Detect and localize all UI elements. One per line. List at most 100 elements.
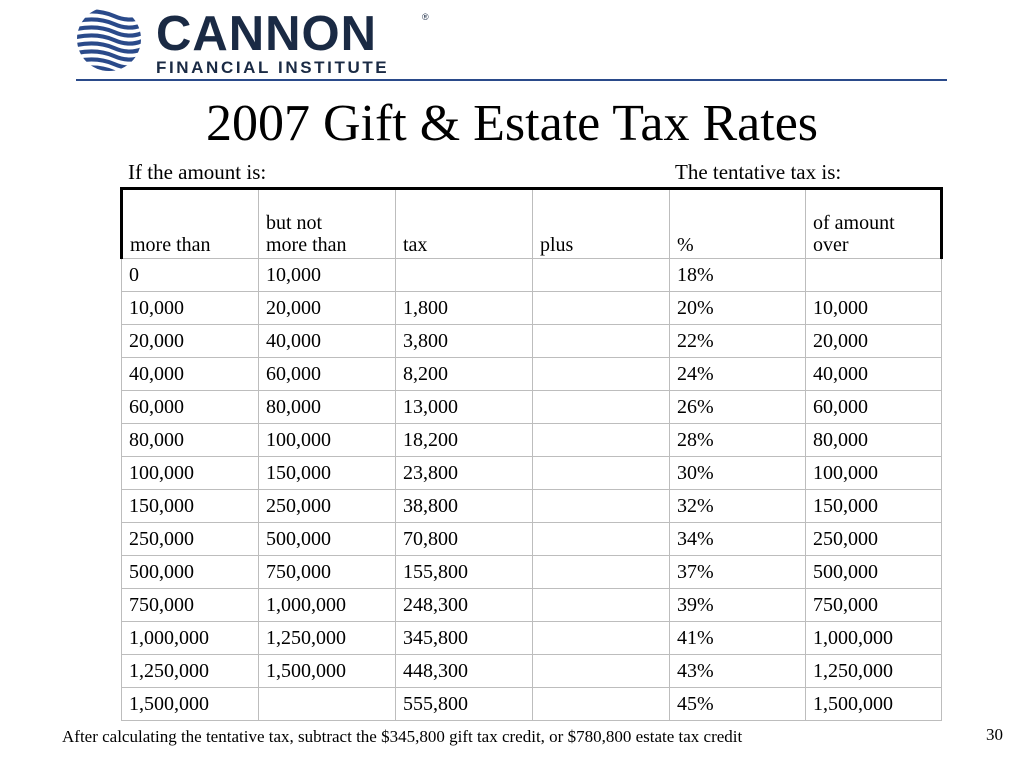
table-cell-col-percent: 24%	[669, 357, 806, 391]
table-row: 150,000 250,000 38,800 32% 150,000	[121, 489, 942, 523]
table-cell-col-of-amount-over: 1,000,000	[805, 621, 942, 655]
header-col-percent: %	[669, 187, 806, 259]
table-cell-col-of-amount-over: 1,250,000	[805, 654, 942, 688]
table-cell-col-but-not-more-than: 500,000	[258, 522, 396, 556]
table-cell-col-but-not-more-than: 1,500,000	[258, 654, 396, 688]
table-cell-col-but-not-more-than: 750,000	[258, 555, 396, 589]
table-row: 750,000 1,000,000 248,300 39% 750,000	[121, 588, 942, 622]
table-cell-col-percent: 28%	[669, 423, 806, 457]
table-header-row: more than but not more than tax plus % of a…	[120, 187, 943, 259]
table-cell-col-more-than: 80,000	[121, 423, 259, 457]
table-cell-col-tax	[395, 258, 533, 292]
table-cell-col-percent: 39%	[669, 588, 806, 622]
table-row: 1,000,000 1,250,000 345,800 41% 1,000,000	[121, 621, 942, 655]
table-cell-col-percent: 34%	[669, 522, 806, 556]
table-cell-col-but-not-more-than: 60,000	[258, 357, 396, 391]
header-line1	[403, 212, 532, 234]
table-cell-col-percent: 37%	[669, 555, 806, 589]
table-cell-col-plus	[532, 588, 670, 622]
table-cell-col-percent: 32%	[669, 489, 806, 523]
logo-wordmark: CANNON	[156, 7, 378, 61]
table-cell-col-more-than: 150,000	[121, 489, 259, 523]
table-row: 500,000 750,000 155,800 37% 500,000	[121, 555, 942, 589]
table-cell-col-of-amount-over: 10,000	[805, 291, 942, 325]
table-row: 40,000 60,000 8,200 24% 40,000	[121, 357, 942, 391]
table-cell-col-percent: 41%	[669, 621, 806, 655]
table-row: 20,000 40,000 3,800 22% 20,000	[121, 324, 942, 358]
table-cell-col-plus	[532, 687, 670, 721]
header-line2: plus	[540, 234, 574, 256]
table-cell-col-tax: 448,300	[395, 654, 533, 688]
table-cell-col-plus	[532, 324, 670, 358]
table-cell-col-tax: 23,800	[395, 456, 533, 490]
table-cell-col-more-than: 10,000	[121, 291, 259, 325]
table-cell-col-more-than: 500,000	[121, 555, 259, 589]
table-cell-col-percent: 18%	[669, 258, 806, 292]
tax-rate-table: more than but not more than tax plus % of a…	[120, 187, 943, 721]
table-row: 80,000 100,000 18,200 28% 80,000	[121, 423, 942, 457]
table-cell-col-plus	[532, 489, 670, 523]
table-cell-col-of-amount-over: 20,000	[805, 324, 942, 358]
table-cell-col-of-amount-over: 250,000	[805, 522, 942, 556]
header-line2: more than	[266, 234, 347, 256]
header-col-but-not-more-than: but not more than	[258, 187, 396, 259]
table-cell-col-more-than: 750,000	[121, 588, 259, 622]
table-cell-col-plus	[532, 357, 670, 391]
table-cell-col-plus	[532, 621, 670, 655]
table-cell-col-but-not-more-than	[258, 687, 396, 721]
table-cell-col-but-not-more-than: 20,000	[258, 291, 396, 325]
table-cell-col-but-not-more-than: 250,000	[258, 489, 396, 523]
table-cell-col-more-than: 40,000	[121, 357, 259, 391]
table-cell-col-plus	[532, 390, 670, 424]
table-cell-col-of-amount-over: 150,000	[805, 489, 942, 523]
table-row: 1,500,000 555,800 45% 1,500,000	[121, 687, 942, 721]
table-cell-col-more-than: 100,000	[121, 456, 259, 490]
table-cell-col-percent: 26%	[669, 390, 806, 424]
table-cell-col-percent: 22%	[669, 324, 806, 358]
table-cell-col-tax: 18,200	[395, 423, 533, 457]
table-cell-col-of-amount-over: 750,000	[805, 588, 942, 622]
table-cell-col-tax: 8,200	[395, 357, 533, 391]
table-cell-col-percent: 45%	[669, 687, 806, 721]
table-cell-col-plus	[532, 291, 670, 325]
page-number: 30	[986, 725, 1003, 744]
table-cell-col-of-amount-over: 40,000	[805, 357, 942, 391]
table-cell-col-tax: 13,000	[395, 390, 533, 424]
table-cell-col-plus	[532, 522, 670, 556]
table-cell-col-more-than: 250,000	[121, 522, 259, 556]
table-cell-col-but-not-more-than: 10,000	[258, 258, 396, 292]
header-line2: %	[677, 234, 694, 256]
header-line2: tax	[403, 234, 428, 256]
header-line1: but not	[266, 212, 323, 234]
table-body: 0 10,000 18% 10,000 20,000 1,800 20% 10,000 20,0…	[121, 258, 942, 721]
header-line1	[540, 212, 669, 234]
table-cell-col-of-amount-over: 60,000	[805, 390, 942, 424]
table-cell-col-but-not-more-than: 150,000	[258, 456, 396, 490]
table-cell-col-tax: 38,800	[395, 489, 533, 523]
table-cell-col-but-not-more-than: 40,000	[258, 324, 396, 358]
table-cell-col-more-than: 1,000,000	[121, 621, 259, 655]
table-cell-col-percent: 43%	[669, 654, 806, 688]
logo-subtitle: FINANCIAL INSTITUTE	[156, 58, 390, 77]
table-cell-col-tax: 155,800	[395, 555, 533, 589]
table-cell-col-more-than: 1,250,000	[121, 654, 259, 688]
table-cell-col-tax: 345,800	[395, 621, 533, 655]
header-line2: over	[813, 234, 849, 256]
table-cell-col-but-not-more-than: 80,000	[258, 390, 396, 424]
table-cell-col-tax: 555,800	[395, 687, 533, 721]
table-cell-col-plus	[532, 456, 670, 490]
footnote: After calculating the tentative tax, sub…	[62, 727, 743, 746]
table-cell-col-more-than: 20,000	[121, 324, 259, 358]
header-divider	[76, 79, 947, 81]
table-row: 10,000 20,000 1,800 20% 10,000	[121, 291, 942, 325]
table-cell-col-plus	[532, 654, 670, 688]
table-cell-col-tax: 70,800	[395, 522, 533, 556]
table-cell-col-more-than: 1,500,000	[121, 687, 259, 721]
table-row: 250,000 500,000 70,800 34% 250,000	[121, 522, 942, 556]
cannon-globe-icon	[77, 9, 141, 71]
table-row: 0 10,000 18%	[121, 258, 942, 292]
table-cell-col-of-amount-over: 500,000	[805, 555, 942, 589]
header-line1	[677, 212, 805, 234]
table-cell-col-more-than: 0	[121, 258, 259, 292]
table-cell-col-but-not-more-than: 1,000,000	[258, 588, 396, 622]
